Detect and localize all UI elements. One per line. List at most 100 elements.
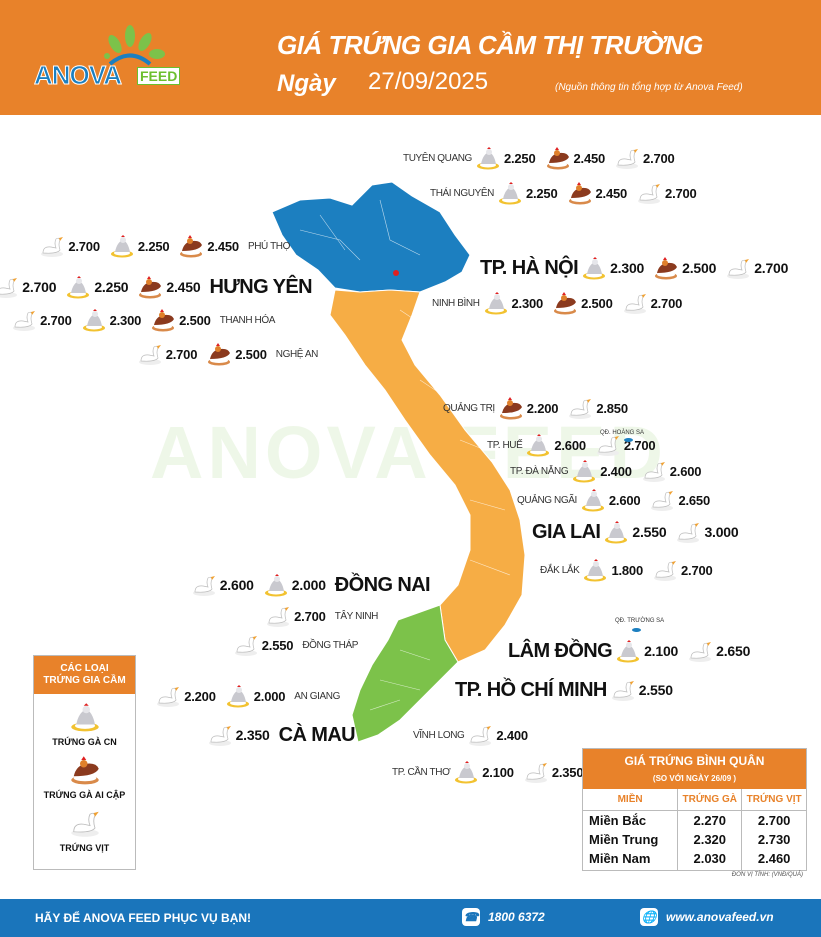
average-title: GIÁ TRỨNG BÌNH QUÂN — [624, 754, 765, 768]
egg-price: 2.200 — [526, 400, 559, 416]
egg-price: 2.450 — [573, 150, 606, 166]
province-name: ĐẮK LẮK — [540, 564, 580, 576]
egg-price: 2.550 — [261, 637, 294, 653]
province-name: THANH HÓA — [219, 314, 276, 326]
duck-price-cell: 2.700 — [757, 813, 791, 828]
unit-note: ĐƠN VỊ TÍNH: (VNĐ/QUẢ) — [731, 872, 803, 878]
egg-price: 2.650 — [716, 643, 751, 659]
legend-title-line2: TRỨNG GIA CẦM — [43, 675, 126, 686]
industrial-hen-egg-icon — [615, 639, 641, 663]
industrial-hen-egg-icon — [68, 702, 102, 732]
egg-price: 2.850 — [596, 400, 628, 416]
egg-price: 2.700 — [165, 346, 198, 362]
province-row: TP. HUẾ 2.600 2.700 — [487, 433, 661, 457]
province-name: GIA LAI — [532, 520, 601, 543]
egg-price: 2.300 — [610, 260, 645, 276]
legend-item-ga-cn: TRỨNG GÀ CN — [34, 702, 135, 747]
industrial-hen-egg-icon — [475, 146, 501, 170]
province-row: 2.700 2.500 NGHỆ AN — [137, 342, 318, 366]
chicken-price-cell: 2.030 — [677, 849, 743, 870]
date-value: 27/09/2025 — [368, 68, 489, 95]
legend-item-vit: TRỨNG VỊT — [34, 808, 135, 853]
province-row: 2.350 CÀ MAU — [207, 723, 356, 747]
hoang-sa-island — [624, 438, 633, 442]
duck-egg-icon — [652, 558, 678, 582]
duck-egg-icon — [265, 604, 291, 628]
duck-egg-icon — [39, 234, 65, 258]
hoang-sa-label: QĐ. HOÀNG SA — [600, 430, 645, 436]
duck-egg-icon — [11, 308, 37, 332]
table-header-row: MIỀN TRỨNG GÀ TRỨNG VỊT — [583, 789, 806, 811]
egg-price: 2.000 — [253, 688, 286, 704]
egg-price: 2.700 — [643, 150, 675, 166]
province-row: 2.700 2.250 2.450 HƯNG YÊN — [0, 275, 313, 299]
province-row: 2.600 2.000 ĐỒNG NAI — [191, 573, 431, 597]
egg-price: 2.600 — [219, 577, 254, 593]
phone-icon: ☎ — [462, 908, 480, 926]
egg-price: 2.700 — [681, 562, 713, 578]
vietnam-map — [271, 181, 526, 743]
egg-price: 2.550 — [632, 524, 667, 540]
region-north — [271, 181, 471, 293]
duck-egg-icon — [233, 633, 259, 657]
slogan: HÃY ĐỂ ANOVA FEED PHỤC VỤ BẠN! — [35, 911, 252, 925]
website-url: www.anovafeed.vn — [666, 910, 774, 924]
province-name: TUYÊN QUANG — [403, 152, 472, 164]
egyptian-hen-egg-icon — [150, 308, 176, 332]
duck-egg-icon — [595, 433, 621, 457]
average-table: MIỀN TRỨNG GÀ TRỨNG VỊT Miền Bắc 2.270 2… — [583, 789, 806, 870]
province-name: ĐỒNG NAI — [334, 573, 431, 596]
industrial-hen-egg-icon — [483, 291, 509, 315]
egg-price: 2.300 — [511, 295, 544, 311]
province-name: TÂY NINH — [334, 610, 379, 622]
legend-title-line1: CÁC LOẠI — [60, 663, 109, 674]
industrial-hen-egg-icon — [225, 684, 251, 708]
province-name: ĐỒNG THÁP — [302, 639, 358, 651]
egg-price: 2.700 — [40, 312, 72, 328]
average-table-header: GIÁ TRỨNG BÌNH QUÂN (SO VỚI NGÀY 26/09 ) — [583, 749, 806, 789]
province-name: VĨNH LONG — [413, 729, 465, 741]
phone-link[interactable]: ☎ 1800 6372 — [462, 908, 545, 926]
egg-price: 2.400 — [496, 727, 528, 743]
egg-price: 2.450 — [207, 238, 239, 254]
province-row: 2.700 2.250 2.450 PHÚ THỌ — [39, 234, 290, 258]
province-row: LÂM ĐỒNG 2.100 2.650 — [508, 639, 756, 663]
egg-price: 2.600 — [554, 437, 586, 453]
egg-price: 2.300 — [109, 312, 142, 328]
duck-egg-icon — [641, 459, 667, 483]
duck-egg-icon — [191, 573, 217, 597]
province-row: THÁI NGUYÊN 2.250 2.450 2.700 — [430, 181, 703, 205]
province-name: TP. HÀ NỘI — [480, 256, 579, 279]
province-name: AN GIANG — [294, 690, 340, 702]
egg-price: 2.650 — [678, 492, 710, 508]
legend-label: TRỨNG GÀ AI CẬP — [43, 790, 126, 800]
egg-price: 2.250 — [94, 279, 129, 295]
egg-price: 2.500 — [179, 312, 211, 328]
province-row: ĐẮK LẮK 1.800 2.700 — [540, 558, 719, 582]
website-link[interactable]: 🌐 www.anovafeed.vn — [640, 908, 774, 926]
egg-price: 2.700 — [22, 279, 57, 295]
egg-price: 2.450 — [595, 185, 628, 201]
logo-feed-text: FEED — [137, 67, 181, 85]
egyptian-hen-egg-icon — [653, 256, 679, 280]
egg-price: 2.700 — [650, 295, 683, 311]
duck-egg-icon — [614, 146, 640, 170]
duck-egg-icon — [155, 684, 181, 708]
industrial-hen-egg-icon — [81, 308, 107, 332]
industrial-hen-egg-icon — [65, 275, 91, 299]
egg-price: 2.250 — [137, 238, 170, 254]
egg-price: 2.100 — [644, 643, 679, 659]
egyptian-hen-egg-icon — [498, 396, 524, 420]
egg-price: 3.000 — [704, 524, 739, 540]
egg-price: 2.450 — [166, 279, 201, 295]
region-south — [351, 604, 459, 743]
legend-item-ga-ai-cap: TRỨNG GÀ AI CẬP — [34, 755, 135, 800]
province-name: HƯNG YÊN — [209, 275, 312, 298]
egg-price: 2.700 — [68, 238, 100, 254]
industrial-hen-egg-icon — [571, 459, 597, 483]
table-row: Miền Bắc 2.270 2.700 — [583, 810, 806, 830]
duck-egg-icon — [467, 723, 493, 747]
egyptian-hen-egg-icon — [206, 342, 232, 366]
egg-price: 2.700 — [665, 185, 697, 201]
egg-price: 2.350 — [551, 764, 584, 780]
